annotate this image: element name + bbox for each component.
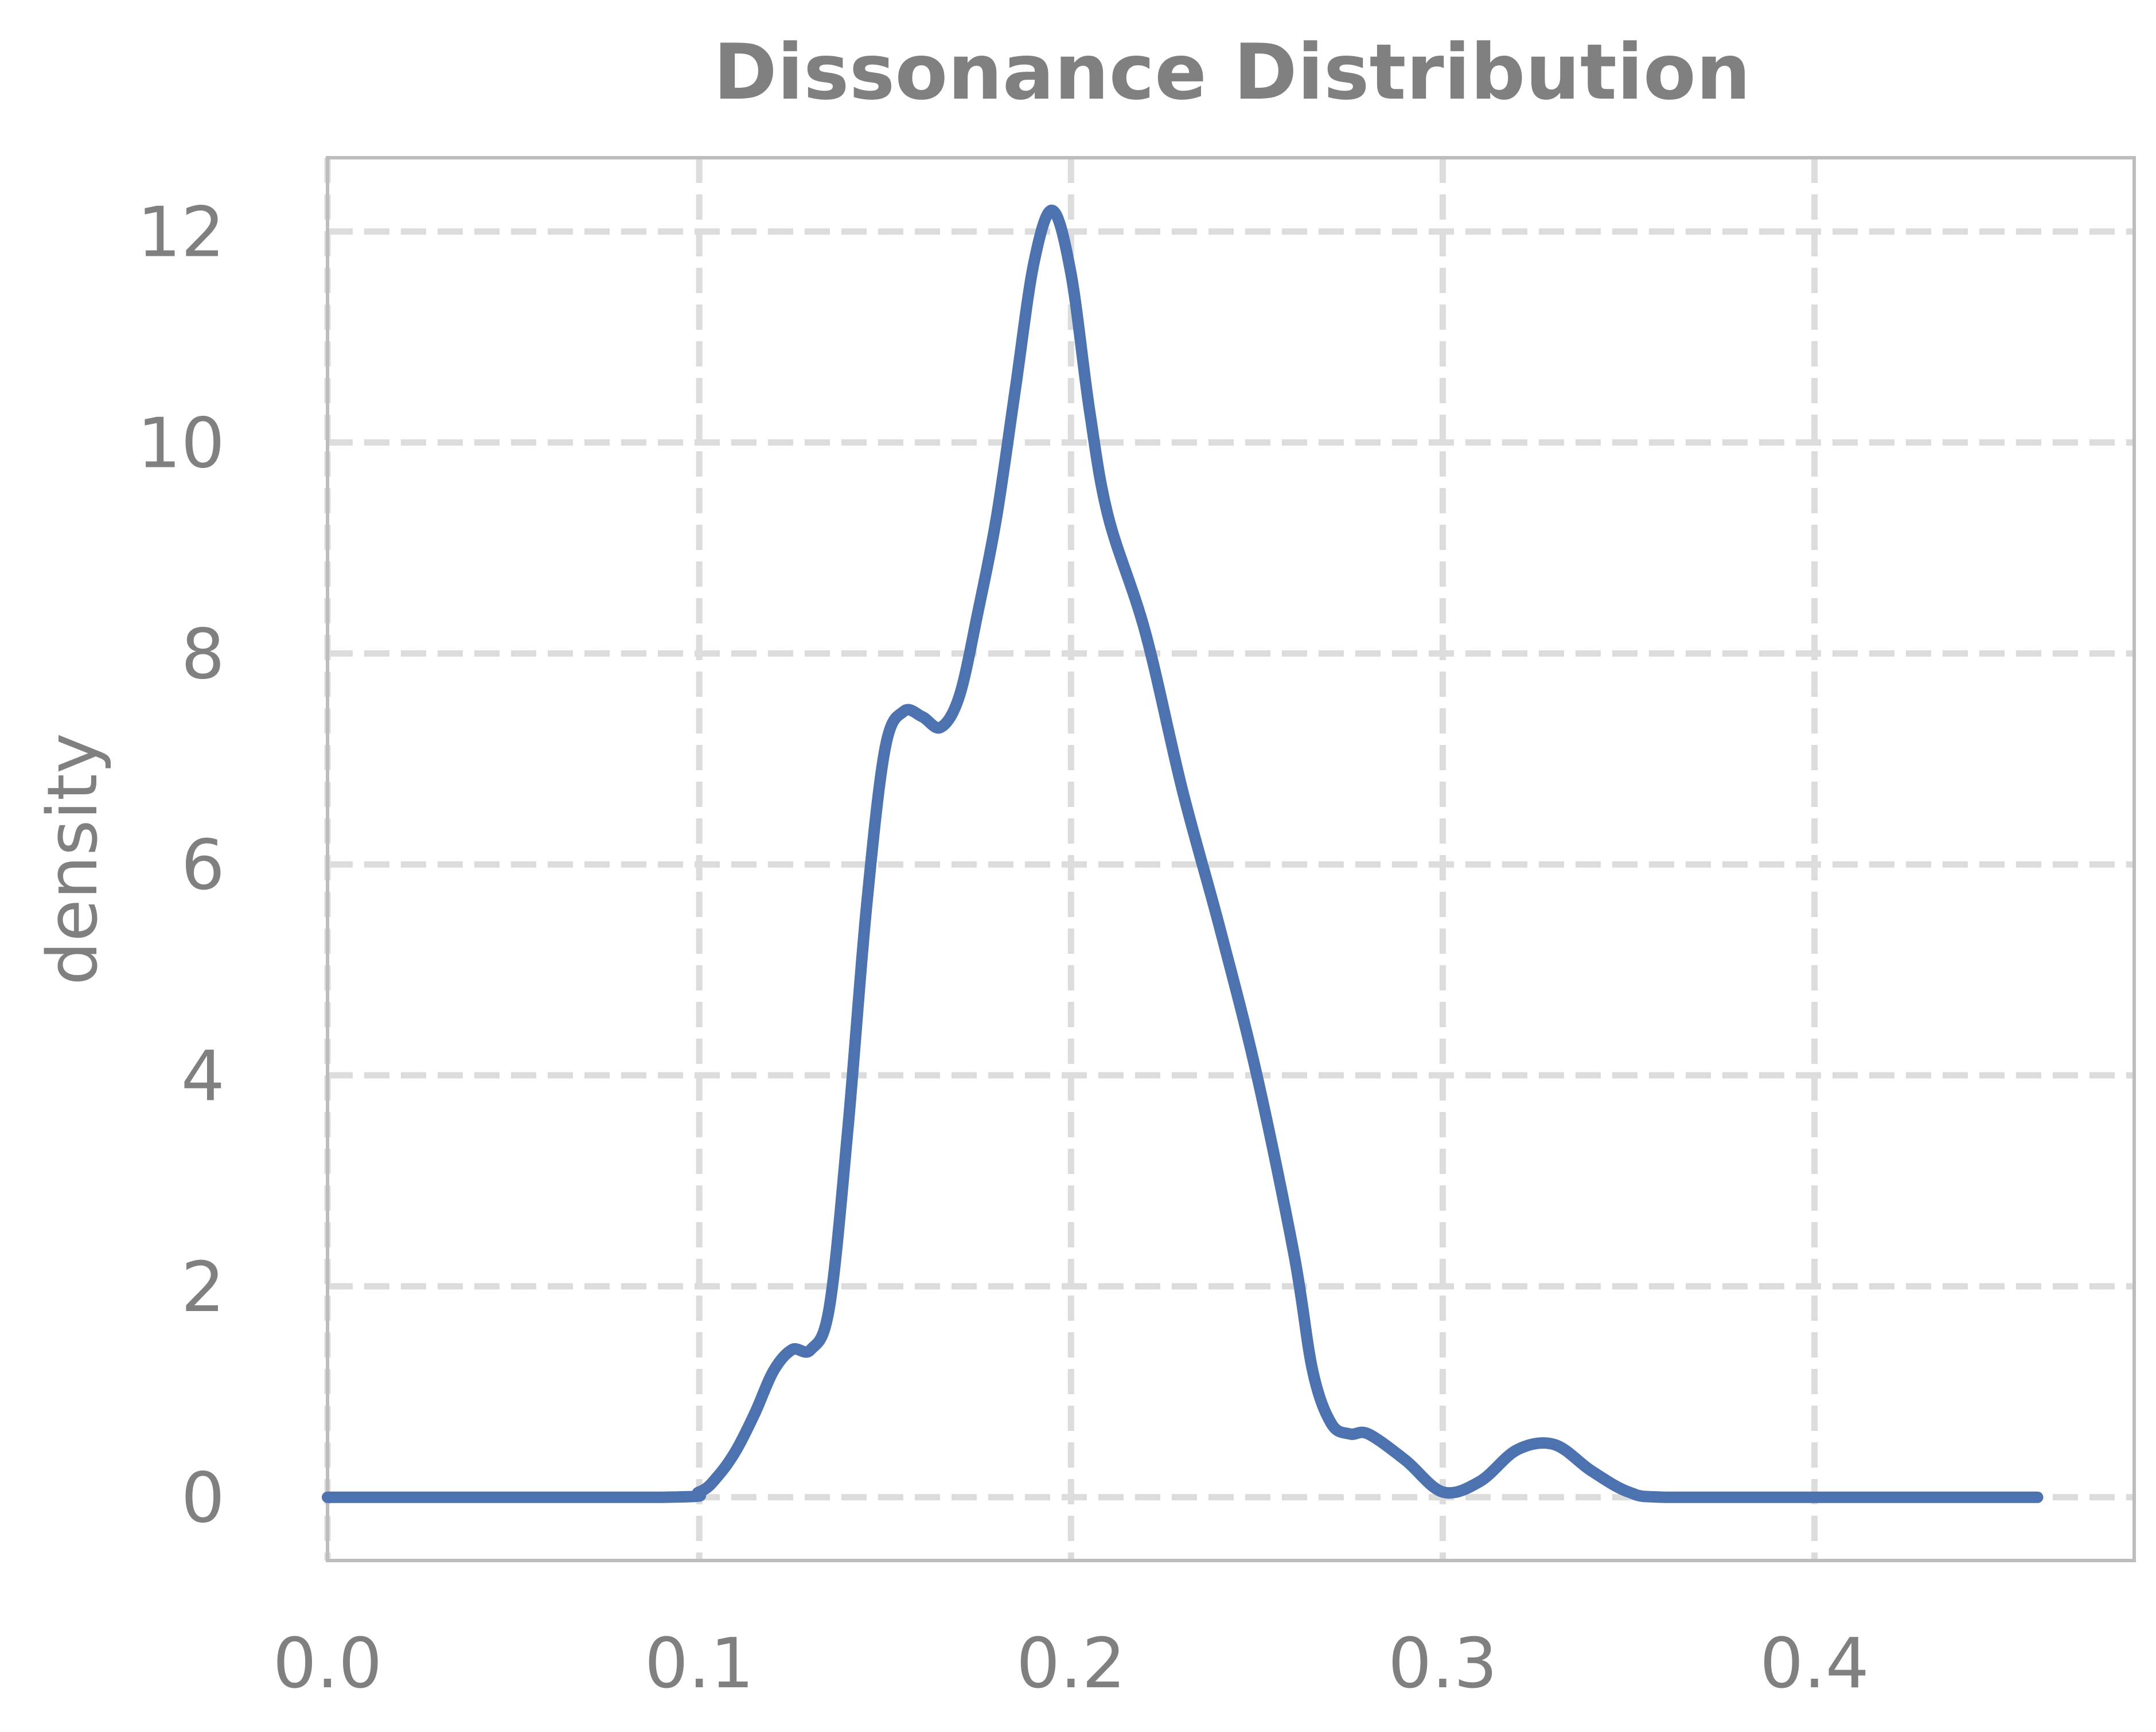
x-tick-label: 0.0 [273, 1624, 383, 1704]
y-tick-label: 12 [137, 193, 225, 273]
grid [324, 158, 2134, 1561]
y-tick-label: 10 [137, 404, 225, 484]
y-axis-label: density [33, 733, 113, 985]
density-line [322, 205, 2044, 1503]
plot-frame [326, 156, 2136, 1562]
x-tick-label: 0.3 [1388, 1624, 1498, 1704]
y-tick-label: 8 [181, 615, 225, 695]
x-tick-label: 0.4 [1760, 1624, 1869, 1704]
y-tick-label: 4 [181, 1037, 225, 1117]
y-tick-label: 6 [181, 826, 225, 906]
y-tick-label: 0 [181, 1459, 225, 1539]
x-tick-label: 0.1 [645, 1624, 754, 1704]
y-axis-ticks: 0 2 4 6 8 10 12 [137, 193, 225, 1539]
x-tick-label: 0.2 [1016, 1624, 1126, 1704]
chart-title: Dissonance Distribution [714, 28, 1751, 117]
x-axis-ticks: 0.0 0.1 0.2 0.3 0.4 [273, 1624, 1869, 1704]
y-tick-label: 2 [181, 1248, 225, 1328]
series-layer [322, 205, 2044, 1503]
